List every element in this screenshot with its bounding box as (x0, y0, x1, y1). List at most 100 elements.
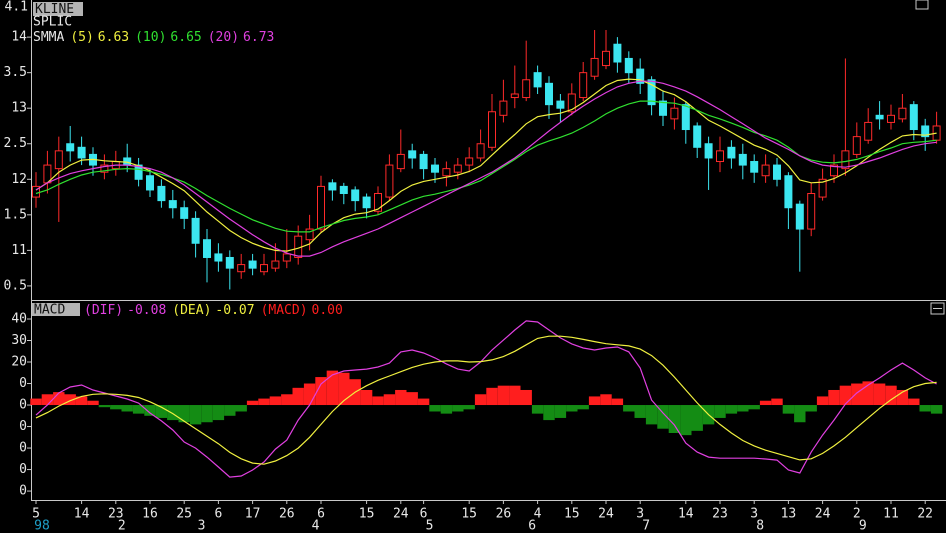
month-label: 9 (859, 519, 867, 533)
candle-body (77, 146, 86, 159)
candle-body (488, 111, 496, 148)
macd-bar (246, 400, 259, 406)
x-tick-label: 3 (750, 507, 758, 522)
chart-title: SPLIC (33, 15, 72, 30)
candle-body (100, 164, 109, 173)
candle-body (704, 143, 713, 159)
window-button[interactable] (930, 302, 945, 315)
macd-bar (383, 394, 396, 406)
candle-body (453, 164, 462, 173)
candle-body (784, 175, 793, 209)
candle-body (670, 107, 679, 120)
x-tick-label: 5 (32, 507, 40, 522)
macd-bar (634, 405, 646, 418)
macd-bar (873, 383, 886, 406)
candle-body (476, 143, 485, 159)
x-tick-label: 25 (176, 507, 192, 522)
x-tick-label: 14 (74, 507, 90, 522)
macd-bar (919, 405, 931, 412)
month-label: 5 (426, 519, 434, 533)
macd-bar (657, 405, 669, 429)
macd-bar (87, 400, 99, 406)
macd-bar (269, 396, 282, 406)
macd-bar (189, 405, 202, 425)
macd-bar (360, 389, 373, 406)
macd-bar (588, 396, 601, 406)
candle-body (636, 68, 645, 84)
macd-bar (680, 405, 692, 436)
month-label: 7 (642, 519, 650, 533)
y-tick-label: 0 (19, 484, 27, 499)
x-tick-label: 15 (461, 507, 477, 522)
macd-bar (862, 381, 874, 406)
macd-bar (292, 387, 304, 406)
candle-body (408, 150, 417, 159)
legend-name: (20) (208, 30, 239, 45)
candle-body (750, 161, 759, 173)
month-label: 98 (34, 519, 50, 533)
macd-bar (554, 405, 567, 418)
candle-body (693, 125, 702, 148)
x-tick-label: 24 (393, 507, 409, 522)
candle-body (909, 104, 918, 131)
macd-bar (896, 389, 909, 406)
candle-body (157, 185, 166, 202)
macd-bar (782, 405, 795, 414)
macd-bar (474, 394, 487, 406)
indicator-line (35, 335, 937, 465)
macd-bar (75, 396, 88, 406)
top-label: 4.1 (5, 0, 28, 15)
y-tick-label: 11 (11, 243, 27, 258)
candle-body (556, 100, 565, 109)
x-tick-label: 3 (636, 507, 644, 522)
macd-bar (851, 383, 863, 406)
candle-body (168, 200, 177, 209)
badge-box (32, 303, 80, 316)
candle-body (66, 143, 75, 152)
candle-body (533, 72, 542, 88)
candle-body (716, 150, 724, 163)
y-tick-label: 0 (19, 398, 27, 413)
macd-bar (395, 389, 407, 406)
candle-body (761, 164, 770, 177)
macd-bar (429, 405, 441, 412)
legend-name: (5) (70, 30, 93, 45)
macd-bar (53, 392, 65, 406)
candle-body (602, 50, 610, 67)
macd-bar (748, 405, 760, 410)
macd-bar (452, 405, 464, 412)
macd-bar (167, 405, 179, 421)
y-tick-label: 14 (11, 30, 27, 45)
candle-body (339, 185, 348, 195)
y-tick-label: 40 (11, 311, 27, 326)
candle-body (305, 228, 314, 241)
candle-body (385, 164, 394, 198)
legend: (DIF) -0.08 (DEA) -0.07 (MACD) 0.00 (84, 303, 343, 318)
candle-body (647, 79, 656, 106)
candle-body (795, 203, 804, 230)
candle-body (260, 264, 268, 273)
macd-bar (771, 398, 783, 406)
y-tick-label: 3.5 (4, 65, 27, 80)
macd-bar (566, 405, 578, 412)
window-button[interactable] (915, 0, 929, 10)
macd-bar (600, 394, 612, 406)
macd-bar (725, 405, 738, 414)
candle-body (203, 239, 211, 258)
indicator-line (35, 78, 937, 252)
macd-bar (281, 394, 293, 406)
candle-body (237, 264, 246, 273)
candle-body (738, 153, 747, 166)
candle-body (921, 125, 930, 138)
y-tick-label: 0 (19, 462, 27, 477)
candle-body (396, 153, 405, 170)
candle-body (864, 121, 873, 141)
legend-name: (MACD) (261, 303, 308, 318)
month-label: 6 (528, 519, 536, 533)
candle-body (282, 253, 291, 262)
candle-body (214, 253, 223, 262)
candle-body (180, 207, 189, 219)
macd-bar (440, 405, 453, 414)
macd-bar (645, 405, 658, 425)
candle-body (510, 93, 519, 99)
